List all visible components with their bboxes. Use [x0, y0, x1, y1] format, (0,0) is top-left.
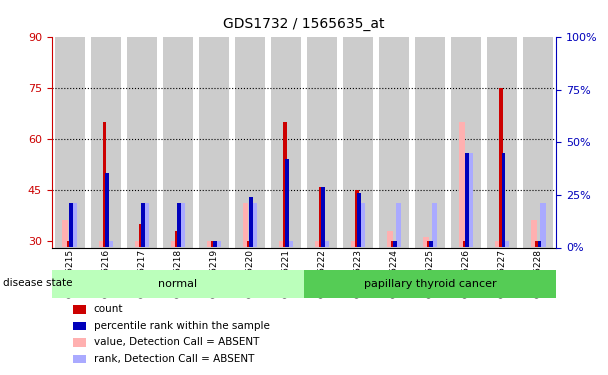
Bar	[359, 204, 365, 248]
Bar	[163, 38, 193, 248]
Bar	[391, 241, 395, 248]
Bar	[171, 241, 176, 248]
Text: disease state: disease state	[3, 278, 72, 288]
Text: normal: normal	[158, 279, 198, 289]
Bar	[67, 241, 71, 248]
Bar	[243, 204, 249, 248]
Bar	[415, 38, 445, 248]
Bar	[355, 190, 359, 248]
Bar	[207, 241, 212, 248]
Bar	[105, 173, 109, 248]
Bar	[213, 241, 217, 248]
Bar	[387, 231, 393, 248]
Bar	[358, 193, 361, 248]
Bar	[63, 220, 68, 248]
Bar	[285, 159, 289, 248]
Bar	[466, 153, 469, 248]
Bar	[235, 38, 265, 248]
Bar	[126, 38, 157, 248]
Bar	[139, 224, 142, 248]
Bar	[288, 241, 293, 248]
Bar	[495, 241, 501, 248]
Bar	[98, 241, 105, 248]
Bar	[423, 237, 429, 248]
Text: count: count	[94, 304, 123, 314]
Bar	[499, 88, 503, 248]
Bar	[91, 38, 121, 248]
Bar	[247, 241, 250, 248]
Bar	[215, 241, 221, 248]
Bar	[468, 153, 474, 248]
Bar	[379, 38, 409, 248]
Bar	[141, 204, 145, 248]
Bar	[249, 197, 253, 248]
Bar	[537, 241, 541, 248]
Text: value, Detection Call = ABSENT: value, Detection Call = ABSENT	[94, 338, 259, 347]
Bar	[143, 204, 149, 248]
Bar	[396, 204, 401, 248]
Bar	[103, 122, 106, 248]
Bar	[211, 241, 215, 248]
Bar	[321, 186, 325, 248]
Bar	[323, 241, 330, 248]
Bar	[319, 186, 323, 248]
Bar	[199, 38, 229, 248]
Text: papillary thyroid cancer: papillary thyroid cancer	[364, 279, 497, 289]
Bar	[503, 241, 510, 248]
Bar	[177, 204, 181, 248]
Bar	[459, 122, 465, 248]
Bar	[107, 241, 113, 248]
Bar	[278, 241, 285, 248]
Bar	[463, 241, 467, 248]
Bar	[531, 220, 537, 248]
Bar	[502, 153, 505, 248]
Text: rank, Detection Call = ABSENT: rank, Detection Call = ABSENT	[94, 354, 254, 364]
Bar	[71, 204, 77, 248]
Bar	[487, 38, 517, 248]
Bar	[540, 204, 545, 248]
Bar	[271, 38, 301, 248]
Bar	[179, 204, 185, 248]
Bar	[315, 241, 320, 248]
Bar	[134, 241, 140, 248]
Bar	[536, 241, 539, 248]
Bar	[55, 38, 85, 248]
Text: percentile rank within the sample: percentile rank within the sample	[94, 321, 269, 331]
Bar	[393, 241, 397, 248]
Bar	[69, 204, 72, 248]
Bar	[351, 241, 357, 248]
Bar	[427, 241, 431, 248]
Bar	[307, 38, 337, 248]
Bar	[429, 241, 433, 248]
Bar	[283, 122, 287, 248]
Bar	[523, 38, 553, 248]
Bar	[451, 38, 482, 248]
Text: GDS1732 / 1565635_at: GDS1732 / 1565635_at	[223, 17, 385, 31]
Bar	[343, 38, 373, 248]
Bar	[432, 204, 437, 248]
Bar	[251, 204, 257, 248]
Bar	[175, 231, 179, 248]
